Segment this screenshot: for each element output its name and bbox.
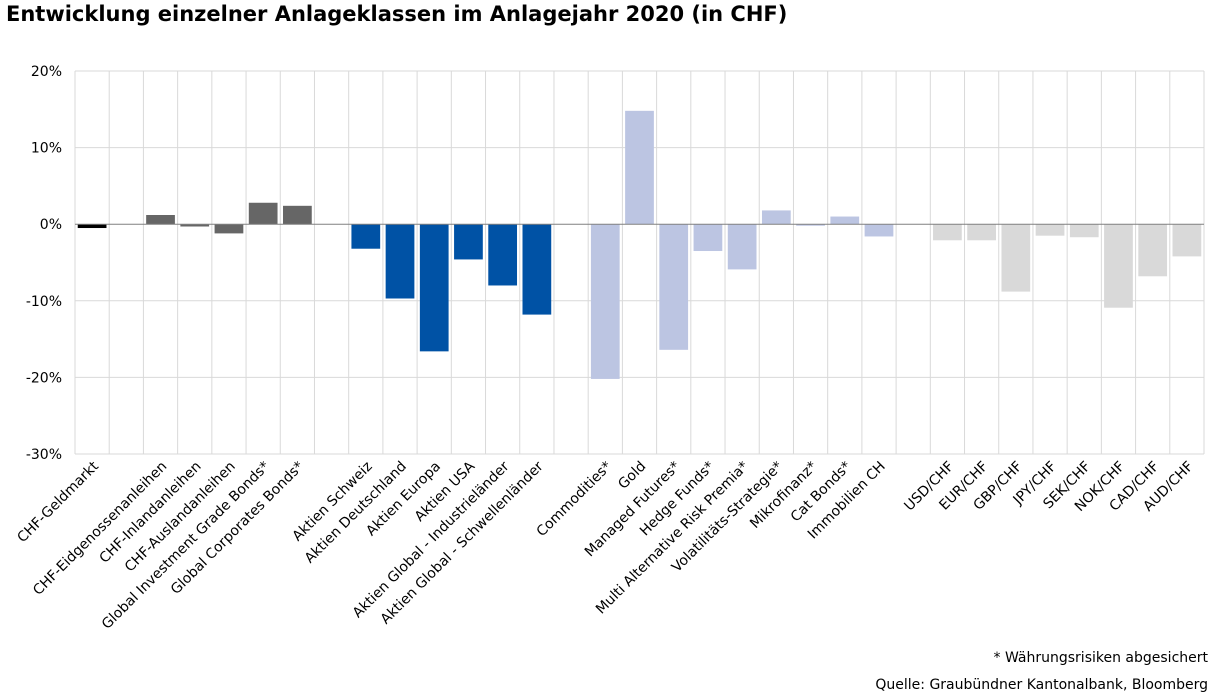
y-tick-label: -10% [26,294,62,310]
bar [146,215,175,225]
footnote: * Währungsrisiken abgesichert [993,650,1208,666]
bar [385,224,415,299]
bar [1035,224,1065,236]
bar [727,224,757,270]
bar [1138,224,1168,277]
bar [454,224,483,260]
bar [1172,224,1202,257]
bar [659,224,689,350]
bar [248,202,278,225]
y-axis-tick-labels: 20% 10% 0% -10% -20% -30% [26,64,62,463]
source-note: Quelle: Graubündner Kantonalbank, Bloomb… [875,677,1208,693]
bar [830,216,860,225]
bar [1001,224,1031,292]
bar [590,224,620,379]
bar [693,224,723,252]
y-tick-label: 10% [31,141,62,157]
bar [864,224,894,237]
bar [180,224,210,227]
bar [967,224,996,241]
bar [214,224,244,234]
bar [1069,224,1099,238]
y-tick-label: 20% [31,64,62,80]
bar [522,224,552,315]
bar [1104,224,1133,308]
bar [933,224,962,241]
bar [77,224,107,229]
bar [351,224,381,249]
bar [419,224,449,352]
bar [761,210,791,225]
bar [283,205,312,225]
bar [796,224,825,226]
grid-lines [74,70,1205,455]
bar [625,110,654,225]
bars [77,110,1202,379]
y-tick-label: 0% [40,217,62,233]
y-tick-label: -20% [26,370,62,386]
y-tick-label: -30% [26,447,62,463]
chart-title: Entwicklung einzelner Anlageklassen im A… [6,2,788,26]
bar [488,224,518,286]
x-axis-tick-labels: CHF-GeldmarktCHF-EidgenossenanleihenCHF-… [14,458,1196,632]
